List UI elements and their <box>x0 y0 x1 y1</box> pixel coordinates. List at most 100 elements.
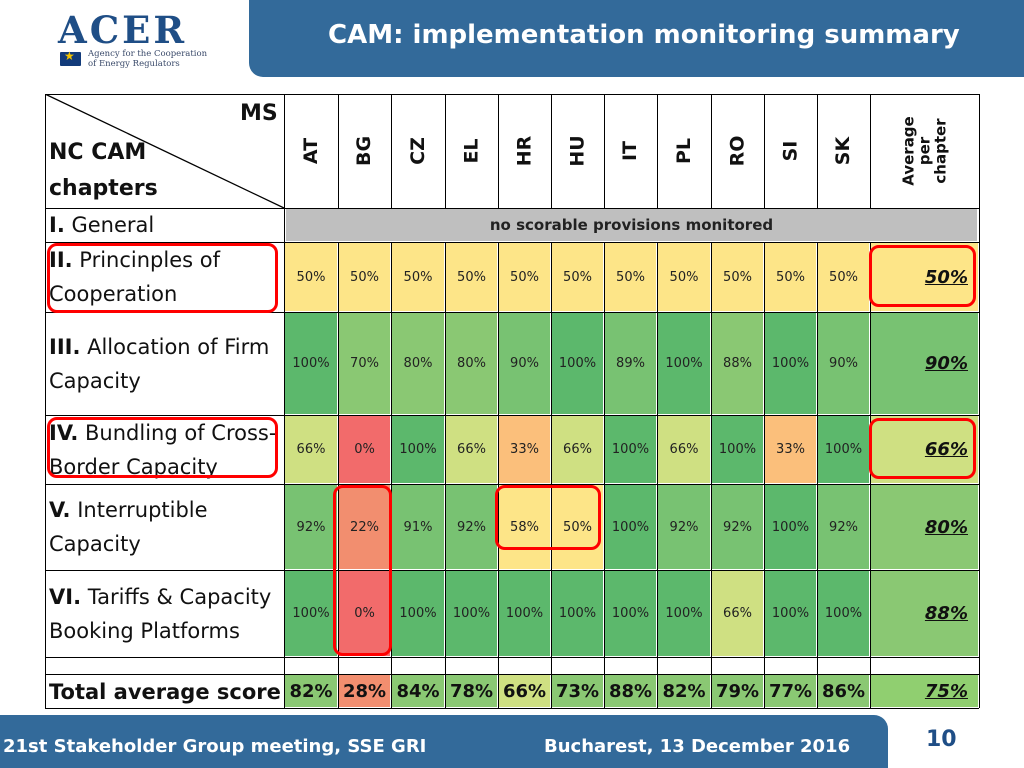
grid-line <box>45 312 979 313</box>
score-cell: 66% <box>446 416 497 483</box>
score-cell: 100% <box>392 416 444 483</box>
score-cell: 100% <box>765 313 816 414</box>
spacer-cell <box>285 658 337 673</box>
column-header-ro: RO <box>711 94 764 208</box>
spacer-cell <box>392 658 444 673</box>
score-cell: 50% <box>552 243 603 311</box>
footer-date: Bucharest, 13 December 2016 <box>544 736 851 757</box>
column-header-pl: PL <box>657 94 711 208</box>
total-average-cell: 75% <box>871 675 978 707</box>
column-header-label: RO <box>726 135 749 167</box>
grid-line <box>45 415 979 416</box>
score-cell: 100% <box>285 313 337 414</box>
row-numeral: I. <box>49 213 65 237</box>
total-cell: 77% <box>765 675 816 707</box>
grid-line <box>711 242 712 708</box>
total-cell: 88% <box>605 675 656 707</box>
score-cell: 88% <box>712 313 763 414</box>
score-cell: 100% <box>818 571 869 656</box>
score-cell: 100% <box>499 571 550 656</box>
score-cell: 66% <box>712 571 763 656</box>
average-cell: 88% <box>871 571 978 656</box>
column-header-sk: SK <box>817 94 870 208</box>
score-cell: 50% <box>818 243 869 311</box>
column-header-hr: HR <box>498 94 551 208</box>
score-cell: 90% <box>818 313 869 414</box>
grid-line <box>870 94 871 208</box>
column-header-label: SK <box>832 136 855 166</box>
row-title: Bundling of Cross- Border Capacity <box>49 420 277 479</box>
grid-line <box>817 94 818 208</box>
score-cell: 33% <box>499 416 550 483</box>
score-cell: 50% <box>605 243 656 311</box>
page-number: 10 <box>926 727 957 752</box>
column-header-label: PL <box>672 137 695 165</box>
row-label-chapter-5: V. Interruptible Capacity <box>49 493 208 561</box>
grid-line <box>45 708 979 709</box>
spacer-cell <box>499 658 550 673</box>
spacer-cell <box>818 658 869 673</box>
grid-line <box>817 242 818 708</box>
score-cell: 66% <box>658 416 710 483</box>
score-cell: 100% <box>605 485 656 569</box>
score-cell: 70% <box>339 313 390 414</box>
spacer-cell <box>339 658 390 673</box>
spacer-cell <box>605 658 656 673</box>
score-cell: 58% <box>499 485 550 569</box>
score-cell: 50% <box>446 243 497 311</box>
corner-chapters-label: NC CAM chapters <box>49 140 158 201</box>
score-cell: 100% <box>765 571 816 656</box>
total-cell: 66% <box>499 675 550 707</box>
average-cell: 66% <box>871 416 978 483</box>
row-label-chapter-1: I. General <box>49 208 154 242</box>
column-header-at: AT <box>284 94 338 208</box>
grid-line <box>498 94 499 208</box>
grid-line <box>657 242 658 708</box>
grid-line <box>45 657 979 658</box>
column-header-bg: BG <box>338 94 391 208</box>
acer-logo: ACER Agency for the Cooperation of Energ… <box>58 8 228 69</box>
score-cell: 92% <box>658 485 710 569</box>
score-cell: 89% <box>605 313 656 414</box>
grid-line <box>979 94 980 708</box>
column-header-label: EL <box>460 138 483 164</box>
score-cell: 92% <box>285 485 337 569</box>
score-cell: 50% <box>658 243 710 311</box>
grid-line <box>45 94 979 95</box>
column-header-label: BG <box>353 135 376 167</box>
highlight-hr-hu-interruptible <box>495 485 601 550</box>
row-title: Interruptible Capacity <box>49 498 208 556</box>
grid-line <box>45 484 979 485</box>
grid-line <box>764 94 765 208</box>
total-cell: 82% <box>658 675 710 707</box>
score-cell: 91% <box>392 485 444 569</box>
grid-line <box>764 242 765 708</box>
score-cell: 50% <box>552 485 603 569</box>
row-title: Allocation of Firm Capacity <box>49 334 270 393</box>
highlight-bundling-label <box>47 417 278 478</box>
spacer-cell <box>765 658 816 673</box>
score-cell: 80% <box>392 313 444 414</box>
score-cell: 90% <box>499 313 550 414</box>
logo-subtitle: Agency for the Cooperation of Energy Reg… <box>88 49 208 69</box>
total-cell: 28% <box>339 675 390 707</box>
score-cell: 100% <box>765 485 816 569</box>
grid-line <box>604 242 605 708</box>
grid-line <box>498 242 499 708</box>
grid-line <box>391 94 392 208</box>
row-label-chapter-6: VI. Tariffs & Capacity Booking Platforms <box>49 580 271 648</box>
grid-line <box>45 242 979 243</box>
no-scorable-note: no scorable provisions monitored <box>286 209 977 241</box>
score-cell: 100% <box>552 313 603 414</box>
total-cell: 82% <box>285 675 337 707</box>
score-cell: 33% <box>765 416 816 483</box>
grid-line <box>391 242 392 708</box>
row-label-chapter-2: II. Princinples of Cooperation <box>49 243 220 311</box>
average-cell: 80% <box>871 485 978 569</box>
score-cell: 66% <box>285 416 337 483</box>
grid-line <box>45 674 979 675</box>
grid-line <box>551 242 552 708</box>
slide-title: CAM: implementation monitoring summary <box>328 20 960 50</box>
corner-diagonal-line <box>45 94 284 208</box>
highlight-principles-label <box>47 243 278 313</box>
